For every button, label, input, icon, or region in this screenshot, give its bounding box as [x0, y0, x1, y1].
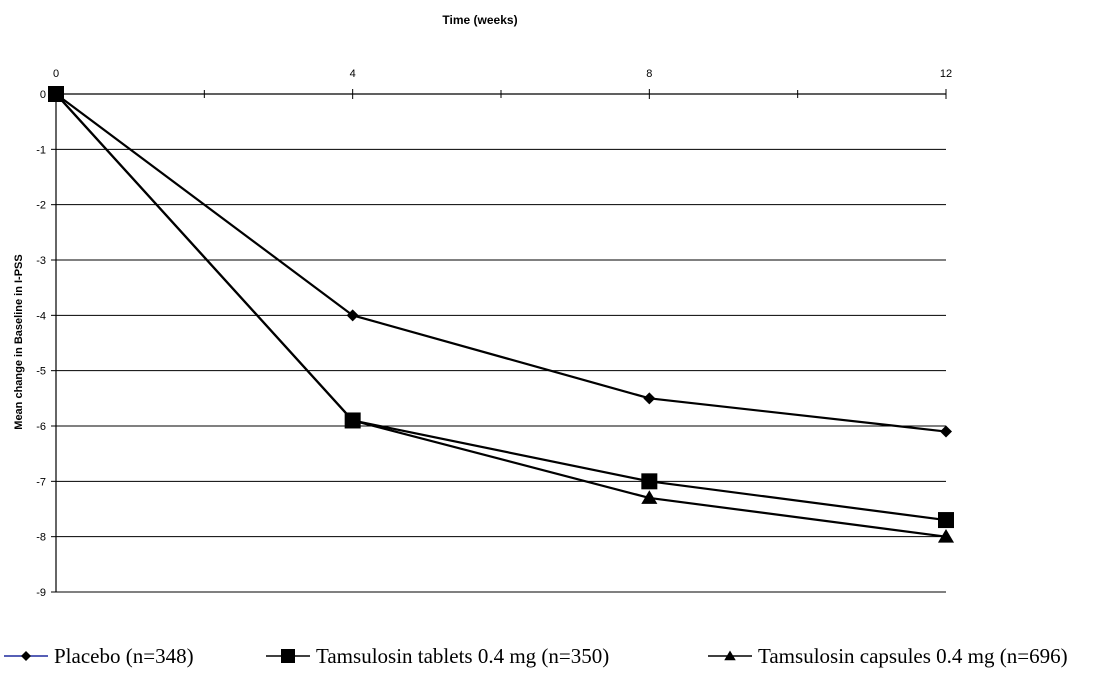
grid-lines: [56, 148, 946, 593]
data-point-diamond-1: [346, 309, 359, 322]
data-point-triangle-1: [344, 412, 361, 427]
x-tick-label-3: 12: [940, 68, 952, 80]
data-point-square-2: [641, 473, 658, 490]
y-tick-label-8: -8: [36, 532, 46, 544]
legend-label-triangle: Tamsulosin capsules 0.4 mg (n=696): [758, 644, 1068, 668]
y-tick-label-4: -4: [36, 310, 46, 322]
y-tick-label-5: -5: [36, 366, 46, 378]
data-point-triangle-2: [641, 490, 658, 504]
y-tick-label-6: -6: [36, 421, 46, 433]
series-line-square: [55, 93, 947, 522]
legend: Placebo (n=348) Tamsulosin tablets 0.4 mg…: [4, 644, 1068, 668]
legend-label-diamond: Placebo (n=348): [54, 644, 194, 668]
legend-marker-square: [281, 649, 295, 663]
data-point-triangle-0: [47, 86, 65, 100]
series-line-diamond: [55, 93, 947, 433]
legend-label-square: Tamsulosin tablets 0.4 mg (n=350): [316, 644, 609, 668]
y-tick-label-7: -7: [36, 476, 46, 488]
x-tick-label-2: 8: [646, 68, 652, 80]
data-point-diamond-3: [940, 425, 952, 438]
x-tick-label-1: 4: [350, 68, 356, 80]
y-tick-label-9: -9: [36, 587, 46, 599]
data-point-triangle-3: [937, 528, 955, 543]
axes: 0 -1 -2 -3 -4 -5 -6 -7 -8 -9 0 4 8 12: [36, 68, 952, 599]
x-tick-label-0: 0: [53, 68, 59, 80]
y-axis-title: Mean change in Baseline in I-PSS: [13, 254, 25, 429]
x-axis-title: Time (weeks): [442, 13, 517, 27]
series-line-triangle: [55, 93, 947, 538]
y-tick-label-0: 0: [40, 89, 46, 101]
data-point-diamond-2: [643, 392, 656, 405]
y-tick-label-2: -2: [36, 200, 46, 212]
series-layer: [47, 86, 955, 543]
y-tick-label-3: -3: [36, 255, 46, 267]
data-point-square-3: [938, 512, 954, 529]
legend-marker-triangle: [724, 650, 736, 661]
y-tick-label-1: -1: [36, 144, 46, 156]
legend-marker-diamond: [21, 651, 31, 661]
